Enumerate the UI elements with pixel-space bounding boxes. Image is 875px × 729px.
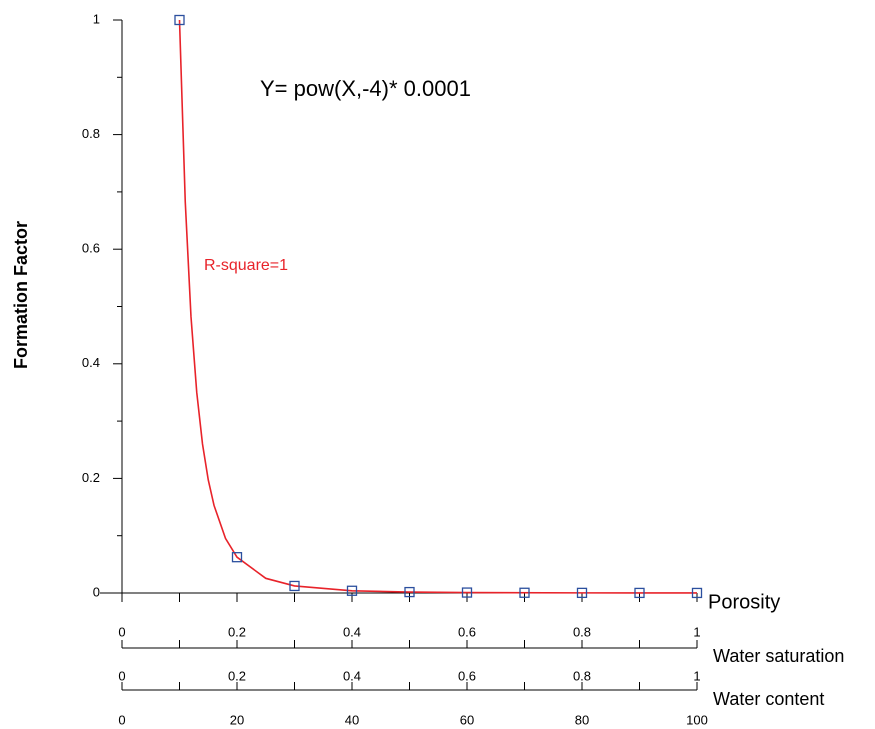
y-tick-label: 0.6 [82, 241, 100, 256]
data-point [634, 587, 645, 599]
y-tick-label: 1 [93, 11, 100, 26]
y-tick-label: 0.4 [82, 355, 100, 370]
data-point [576, 587, 588, 599]
y-tick-label: 0.8 [82, 126, 100, 141]
extra-tick-label: 0.2 [228, 668, 246, 683]
x-tick-label: 0.2 [228, 624, 246, 639]
extra-tick-label: 0 [118, 668, 125, 683]
data-point [404, 586, 415, 598]
data-point [289, 580, 300, 592]
data-point [346, 585, 358, 596]
fit-line [178, 19, 698, 594]
x-tick-label: 0 [118, 624, 125, 639]
extra-tick-label: 0 [118, 712, 125, 727]
y-tick-label: 0 [93, 584, 100, 599]
data-point [461, 587, 473, 598]
extra-tick-label: 20 [230, 712, 244, 727]
extra-axis-title: Water saturation [713, 646, 844, 666]
data-point [174, 14, 185, 26]
extra-tick-label: 60 [460, 712, 474, 727]
extra-tick-label: 0.4 [343, 668, 361, 683]
extra-tick-label: 1 [693, 668, 700, 683]
extra-tick-label: 100 [686, 712, 708, 727]
x-tick-label: 0.6 [458, 624, 476, 639]
extra-tick-label: 0.6 [458, 668, 476, 683]
r-square: R-square=1 [204, 257, 288, 274]
y-tick-label: 0.2 [82, 470, 100, 485]
extra-tick-label: 0.8 [573, 668, 591, 683]
data-point [691, 587, 703, 599]
x-axis-title: Porosity [708, 591, 780, 613]
x-tick-label: 0.8 [573, 624, 591, 639]
extra-tick-label: 80 [575, 712, 589, 727]
data-point [519, 587, 530, 598]
equation: Y= pow(X,-4)* 0.0001 [260, 76, 471, 101]
x-tick-label: 1 [693, 624, 700, 639]
y-axis-title: Formation Factor [11, 221, 31, 369]
extra-axis-title: Water content [713, 689, 824, 709]
x-tick-label: 0.4 [343, 624, 361, 639]
extra-tick-label: 40 [345, 712, 359, 727]
data-point [231, 552, 243, 563]
